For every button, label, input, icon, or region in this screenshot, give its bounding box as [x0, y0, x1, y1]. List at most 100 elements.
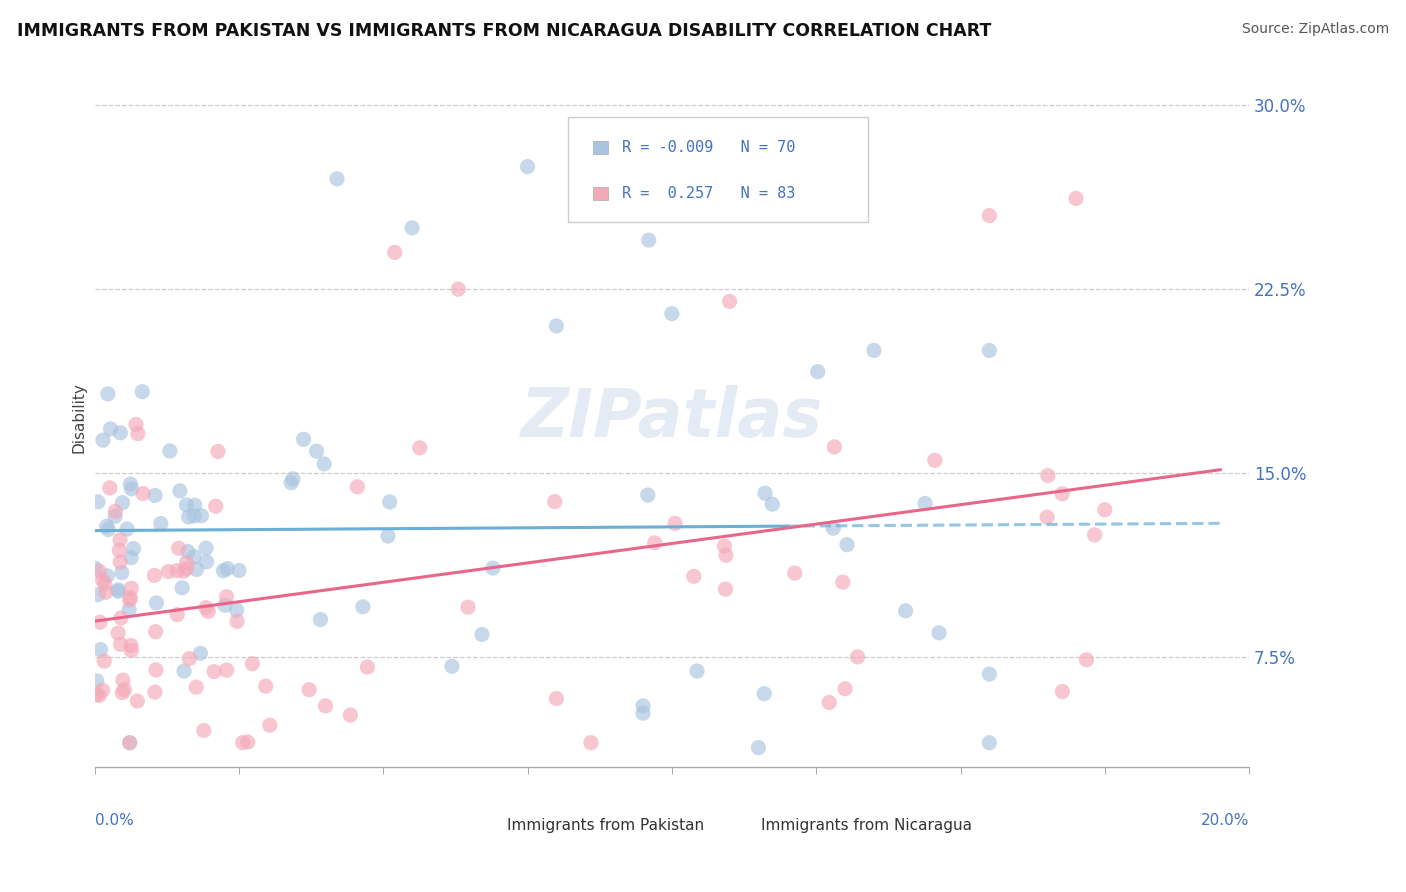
Point: [127, 694, 149, 708]
Point: [754, 486, 776, 500]
Point: [84, 561, 107, 575]
Point: [242, 657, 264, 671]
Point: [1036, 510, 1059, 524]
Point: [979, 667, 1001, 681]
Point: [204, 499, 226, 513]
Point: [682, 569, 704, 583]
Point: [193, 723, 215, 738]
FancyBboxPatch shape: [730, 818, 755, 834]
Point: [111, 566, 134, 580]
Point: [409, 441, 432, 455]
Point: [120, 482, 142, 496]
Point: [94, 585, 117, 599]
Point: [546, 318, 568, 333]
Point: [111, 496, 134, 510]
Point: [346, 480, 368, 494]
Point: [714, 582, 737, 596]
Point: [212, 564, 235, 578]
Point: [131, 384, 153, 399]
Point: [108, 555, 131, 569]
Point: [107, 584, 129, 599]
Point: [1036, 468, 1059, 483]
Point: [111, 673, 134, 687]
FancyBboxPatch shape: [475, 818, 501, 834]
Point: [194, 600, 217, 615]
Point: [280, 475, 302, 490]
Point: [143, 685, 166, 699]
Point: [104, 509, 127, 524]
Point: [166, 607, 188, 622]
Point: [183, 508, 205, 523]
Point: [818, 696, 841, 710]
Point: [823, 440, 845, 454]
Text: Immigrants from Nicaragua: Immigrants from Nicaragua: [761, 818, 972, 833]
Point: [1094, 503, 1116, 517]
Text: R = -0.009   N = 70: R = -0.009 N = 70: [621, 140, 796, 155]
Point: [177, 510, 200, 524]
Point: [110, 637, 132, 651]
Point: [120, 639, 142, 653]
Point: [118, 736, 141, 750]
Text: Immigrants from Pakistan: Immigrants from Pakistan: [506, 818, 704, 833]
Point: [637, 233, 659, 247]
Point: [132, 486, 155, 500]
Point: [644, 536, 666, 550]
Text: Source: ZipAtlas.com: Source: ZipAtlas.com: [1241, 22, 1389, 37]
Point: [120, 550, 142, 565]
Point: [225, 603, 247, 617]
Point: [195, 555, 218, 569]
Point: [544, 494, 567, 508]
Point: [834, 681, 856, 696]
Point: [108, 543, 131, 558]
Point: [831, 575, 853, 590]
Point: [686, 664, 709, 678]
Point: [326, 171, 349, 186]
Point: [754, 687, 776, 701]
Point: [118, 593, 141, 607]
Point: [979, 736, 1001, 750]
Point: [108, 533, 131, 547]
Point: [1052, 684, 1074, 698]
FancyBboxPatch shape: [568, 118, 868, 222]
Point: [122, 541, 145, 556]
Point: [100, 422, 122, 436]
Point: [97, 523, 120, 537]
Point: [173, 564, 195, 578]
Text: 0.0%: 0.0%: [94, 813, 134, 828]
Point: [761, 497, 783, 511]
Point: [914, 496, 936, 510]
Point: [176, 498, 198, 512]
Point: [305, 444, 328, 458]
Point: [928, 625, 950, 640]
Point: [145, 596, 167, 610]
Point: [631, 698, 654, 713]
Text: ZIPatlas: ZIPatlas: [520, 384, 823, 450]
Point: [96, 519, 118, 533]
FancyBboxPatch shape: [593, 141, 607, 153]
Point: [89, 689, 111, 703]
Point: [259, 718, 281, 732]
Point: [96, 569, 118, 583]
Point: [202, 665, 225, 679]
Point: [120, 591, 142, 605]
Point: [637, 488, 659, 502]
Point: [292, 433, 315, 447]
Point: [104, 504, 127, 518]
Point: [179, 651, 201, 665]
Point: [546, 691, 568, 706]
Point: [863, 343, 886, 358]
Point: [232, 736, 254, 750]
Point: [314, 457, 336, 471]
Point: [86, 673, 108, 688]
Point: [145, 663, 167, 677]
Point: [664, 516, 686, 531]
Point: [166, 564, 188, 578]
Point: [118, 736, 141, 750]
Point: [186, 680, 208, 694]
Point: [516, 160, 538, 174]
Point: [298, 682, 321, 697]
Point: [352, 599, 374, 614]
Point: [125, 417, 148, 432]
Point: [149, 516, 172, 531]
Point: [127, 426, 149, 441]
